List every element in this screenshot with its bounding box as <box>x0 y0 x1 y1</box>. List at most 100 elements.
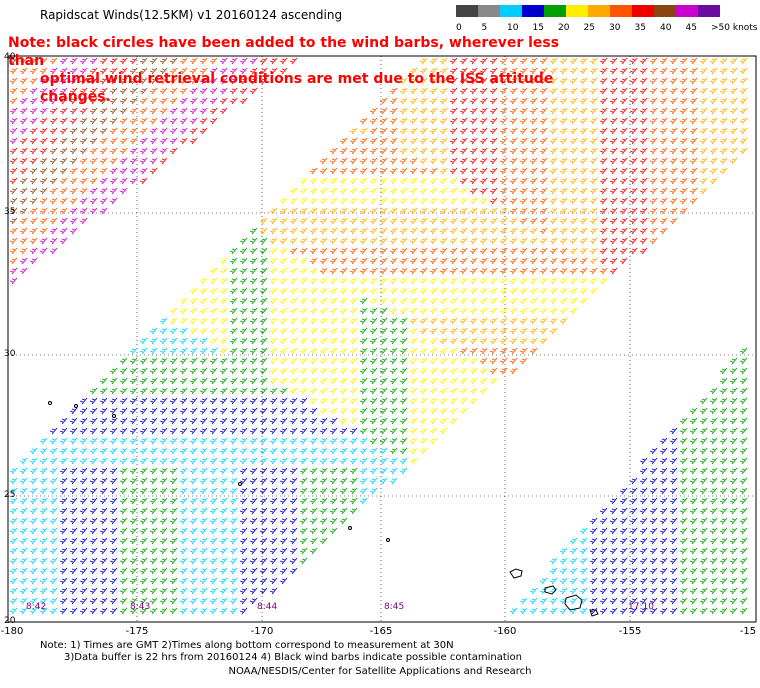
wind-barb <box>129 387 138 395</box>
wind-barb <box>509 207 518 215</box>
wind-barb <box>249 337 258 345</box>
wind-barb <box>89 67 98 75</box>
wind-barb <box>199 97 208 105</box>
wind-barb <box>249 427 258 435</box>
wind-barb <box>119 517 128 525</box>
legend-label: 0 <box>456 23 462 33</box>
wind-barb <box>549 267 558 275</box>
wind-barb <box>69 147 78 155</box>
wind-barb <box>549 317 558 325</box>
wind-barb <box>669 497 678 505</box>
wind-barb <box>389 237 398 245</box>
wind-barb <box>569 217 578 225</box>
wind-barb <box>609 567 618 575</box>
wind-barb <box>649 57 658 65</box>
wind-barb <box>739 547 748 555</box>
wind-barb <box>579 227 588 235</box>
wind-barb <box>199 457 208 465</box>
wind-barb <box>549 177 558 185</box>
wind-barb <box>389 347 398 355</box>
wind-barb <box>599 277 608 285</box>
wind-barb <box>299 367 308 375</box>
wind-barb <box>169 467 178 475</box>
wind-barb <box>689 67 698 75</box>
wind-barb <box>69 167 78 175</box>
wind-barb <box>459 327 468 335</box>
wind-barb <box>359 147 368 155</box>
wind-barb <box>149 457 158 465</box>
wind-barb <box>439 137 448 145</box>
wind-barb <box>529 217 538 225</box>
wind-barb <box>309 347 318 355</box>
wind-barb <box>459 347 468 355</box>
wind-barb <box>729 87 738 95</box>
wind-barb <box>299 487 308 495</box>
wind-barb <box>569 267 578 275</box>
wind-barb <box>499 237 508 245</box>
wind-barb <box>179 357 188 365</box>
wind-barb <box>149 477 158 485</box>
wind-barb <box>699 67 708 75</box>
wind-barb <box>499 117 508 125</box>
wind-barb <box>19 227 28 235</box>
wind-barb <box>479 117 488 125</box>
wind-barb <box>599 207 608 215</box>
wind-barb <box>79 177 88 185</box>
wind-barb <box>49 187 58 195</box>
wind-barb <box>299 457 308 465</box>
wind-barb <box>269 437 278 445</box>
wind-barb <box>169 97 178 105</box>
wind-barb <box>509 317 518 325</box>
wind-barb <box>399 227 408 235</box>
wind-barb <box>119 557 128 565</box>
wind-barb <box>169 107 178 115</box>
wind-barb <box>29 597 38 605</box>
wind-barb <box>699 97 708 105</box>
wind-barb <box>29 87 38 95</box>
wind-barb <box>419 87 428 95</box>
wind-barb <box>129 457 138 465</box>
wind-barb <box>519 127 528 135</box>
wind-barb <box>299 467 308 475</box>
wind-barb <box>589 267 598 275</box>
wind-barb <box>349 277 358 285</box>
wind-barb <box>199 587 208 595</box>
wind-barb <box>449 207 458 215</box>
wind-barb <box>469 287 478 295</box>
plot-frame <box>7 55 757 623</box>
wind-barb <box>349 237 358 245</box>
wind-barb <box>99 77 108 85</box>
wind-barb <box>589 67 598 75</box>
wind-barb <box>279 287 288 295</box>
wind-barb <box>369 487 378 495</box>
wind-barb <box>299 297 308 305</box>
wind-barb <box>689 447 698 455</box>
wind-barb <box>199 77 208 85</box>
wind-barb <box>159 527 168 535</box>
wind-barb <box>9 597 18 605</box>
wind-barb <box>179 447 188 455</box>
wind-barb <box>459 287 468 295</box>
wind-barb <box>649 477 658 485</box>
wind-barb <box>379 137 388 145</box>
wind-barb <box>299 547 308 555</box>
wind-barb <box>649 547 658 555</box>
wind-barb <box>659 127 668 135</box>
wind-barb <box>459 247 468 255</box>
wind-barb <box>429 147 438 155</box>
wind-barb <box>199 307 208 315</box>
wind-barb <box>539 217 548 225</box>
wind-barb <box>739 567 748 575</box>
wind-barb <box>169 447 178 455</box>
wind-barb <box>79 127 88 135</box>
wind-barb <box>679 127 688 135</box>
wind-barb <box>69 67 78 75</box>
wind-barb <box>599 67 608 75</box>
wind-barb <box>609 67 618 75</box>
wind-barb <box>49 67 58 75</box>
wind-barb <box>399 247 408 255</box>
wind-barb <box>709 407 718 415</box>
wind-barb <box>729 147 738 155</box>
wind-barb <box>229 507 238 515</box>
wind-barb <box>69 487 78 495</box>
